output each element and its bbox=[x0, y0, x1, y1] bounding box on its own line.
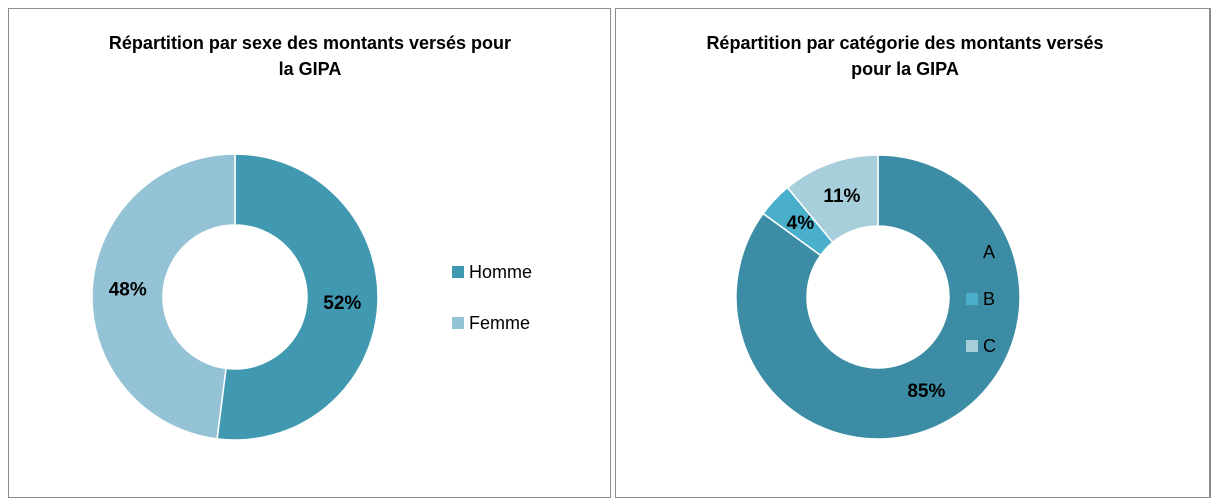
data-label: 4% bbox=[787, 213, 815, 234]
page: Répartition par sexe des montants versés… bbox=[8, 8, 1211, 498]
charts: 52% 48% Homme Femme 85% 4% 11% A B C bbox=[91, 153, 1021, 441]
data-label: 48% bbox=[109, 279, 147, 300]
legend-swatch bbox=[452, 266, 464, 278]
chart-title: Répartition par sexe des montants versés… bbox=[108, 33, 512, 79]
legend-label: C bbox=[983, 336, 996, 356]
donut-slice bbox=[786, 154, 879, 244]
data-label: 11% bbox=[823, 186, 860, 207]
chart-title: Répartition par catégorie des montants v… bbox=[706, 33, 1104, 79]
donut-slice bbox=[735, 154, 1021, 440]
data-label: 52% bbox=[323, 293, 361, 314]
legend-label: Femme bbox=[469, 313, 530, 333]
legend-swatch bbox=[966, 340, 978, 352]
donut-slice bbox=[216, 153, 379, 441]
legend-swatch bbox=[966, 293, 978, 305]
legend-label: Homme bbox=[469, 262, 532, 282]
legend-label: B bbox=[983, 289, 995, 309]
legend-swatch bbox=[966, 246, 978, 258]
donut-slice bbox=[91, 153, 236, 440]
legend-label: A bbox=[983, 242, 995, 262]
data-label: 85% bbox=[907, 381, 945, 402]
legend-swatch bbox=[452, 317, 464, 329]
